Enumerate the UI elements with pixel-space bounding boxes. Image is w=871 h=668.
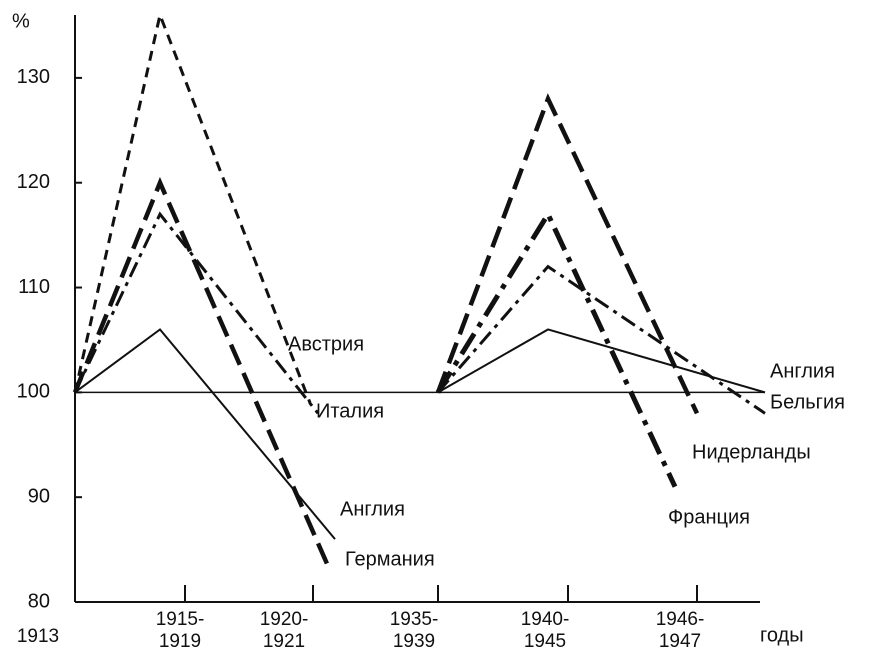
series-label: Германия xyxy=(345,548,435,570)
y-tick-label: 130 xyxy=(17,66,50,88)
series-label: Италия xyxy=(316,400,384,422)
y-tick-label: 110 xyxy=(18,276,50,298)
series-line xyxy=(435,208,678,488)
series-line xyxy=(74,328,336,540)
y-tick-label: 80 xyxy=(28,590,50,612)
y-tick-label: 90 xyxy=(28,485,50,507)
series-label: Нидерланды xyxy=(692,441,811,463)
x-axis-label: годы xyxy=(760,624,804,646)
series-line xyxy=(72,176,333,572)
series-label: Франция xyxy=(668,506,750,528)
series-line xyxy=(437,328,766,394)
series-line xyxy=(435,93,700,415)
x-tick-label: 1940- 1945 xyxy=(520,609,570,652)
series-label: Англия xyxy=(340,498,405,520)
x-tick-label: 1920- 1921 xyxy=(259,609,309,652)
y-tick-label: 100 xyxy=(17,381,50,403)
series-label: Бельгия xyxy=(770,391,845,413)
x-tick-label: 1935- 1939 xyxy=(389,609,439,652)
series-line xyxy=(73,211,320,415)
series-label: Австрия xyxy=(288,333,364,355)
x-tick-label: 1913 xyxy=(16,626,60,647)
series-line xyxy=(73,9,312,404)
y-tick-label: 120 xyxy=(17,171,50,193)
series-label: Англия xyxy=(770,360,835,382)
series-line xyxy=(436,264,766,415)
x-tick-label: 1915- 1919 xyxy=(155,609,205,652)
x-tick-label: 1946- 1947 xyxy=(655,609,705,652)
y-axis-label: % xyxy=(12,10,30,32)
